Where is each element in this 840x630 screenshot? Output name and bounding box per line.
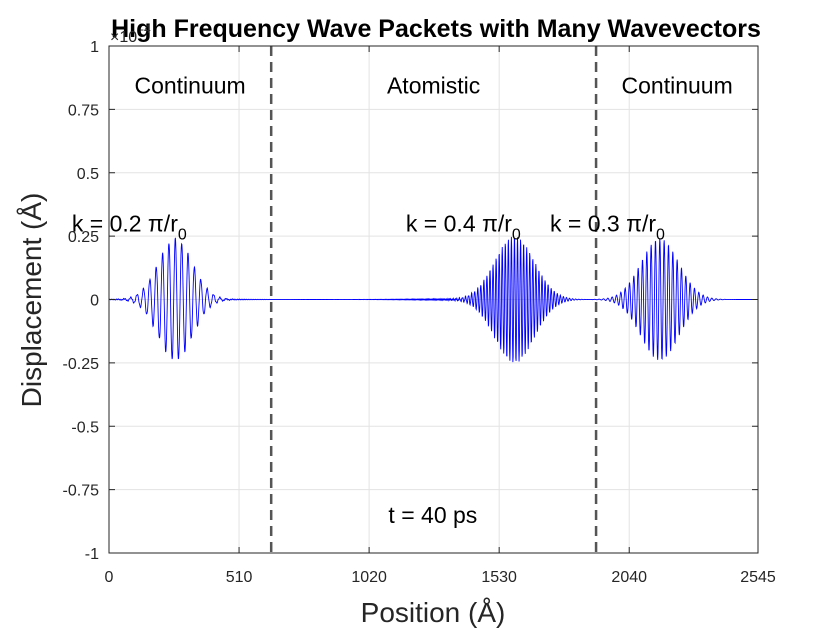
displacement-series <box>108 236 758 363</box>
axis-ticks: 0 510 1020 1530 2040 2545 -1 -0.75 -0.5 -0.25 0 0.2… <box>63 39 776 586</box>
y-exponent-base: ×10 <box>110 29 137 46</box>
x-axis-label: Position (Å) <box>361 597 506 628</box>
y-tick-label: 1 <box>90 39 99 56</box>
chart-title: High Frequency Wave Packets with Many Wa… <box>111 15 761 43</box>
region-label: Continuum <box>622 72 733 98</box>
annotations: Continuum Atomistic Continuum k = 0.2 π/r0 k… <box>72 72 733 528</box>
time-label: t = 40 ps <box>388 502 477 528</box>
x-tick-label: 2040 <box>611 569 647 586</box>
y-axis-label: Displacement (Å) <box>16 193 47 408</box>
y-tick-label: -0.5 <box>71 419 99 436</box>
y-exponent-power: -4 <box>140 22 151 36</box>
y-tick-label: -0.25 <box>63 356 100 373</box>
y-tick-label: -1 <box>85 546 99 563</box>
y-tick-label: 0.5 <box>77 166 99 183</box>
x-tick-label: 510 <box>226 569 253 586</box>
x-tick-label: 1530 <box>481 569 517 586</box>
y-tick-label: -0.75 <box>63 483 100 500</box>
region-label: Continuum <box>134 72 245 98</box>
wavevector-label: k = 0.3 π/r0 <box>550 210 665 243</box>
y-tick-label: 0.25 <box>68 229 99 246</box>
x-tick-label: 1020 <box>351 569 387 586</box>
y-tick-label: 0.75 <box>68 102 99 119</box>
wavevector-label: k = 0.4 π/r0 <box>406 210 521 243</box>
wavevector-label: k = 0.2 π/r0 <box>72 210 187 243</box>
region-label: Atomistic <box>387 72 480 98</box>
x-tick-label: 2545 <box>740 569 776 586</box>
x-tick-label: 0 <box>105 569 114 586</box>
y-tick-label: 0 <box>90 293 99 310</box>
displacement-line <box>108 236 758 363</box>
region-boundaries <box>269 46 598 553</box>
